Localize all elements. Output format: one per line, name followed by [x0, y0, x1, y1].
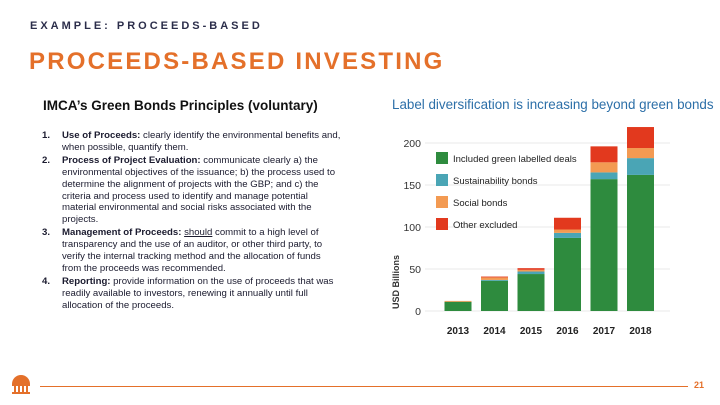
x-tick-label: 2013	[447, 326, 470, 337]
y-tick-label: 0	[415, 306, 421, 318]
principle-text: commit to a high level of transparency a…	[62, 227, 323, 274]
x-tick-label: 2014	[483, 326, 506, 337]
legend-label: Included green labelled deals	[453, 154, 577, 165]
bar-segment	[481, 277, 508, 280]
bar-segment	[444, 300, 472, 302]
bar-segment	[444, 301, 472, 311]
legend-swatch	[436, 152, 448, 164]
bar-segment	[517, 269, 545, 272]
principle-heading: Use of Proceeds:	[62, 130, 141, 141]
y-tick-label: 150	[403, 180, 421, 192]
bar-segment	[481, 280, 508, 311]
bar-segment	[590, 146, 618, 163]
principle-number: 1.	[42, 130, 51, 141]
principle-number: 3.	[42, 227, 51, 239]
legend-swatch	[436, 196, 448, 208]
bar-segment	[627, 127, 654, 149]
bar-segment	[554, 229, 581, 233]
principle-text: communicate clearly a) the environmental…	[62, 154, 336, 226]
y-axis-label: USD Billions	[391, 255, 401, 309]
bar-segment	[627, 158, 654, 175]
legend-swatch	[436, 174, 448, 186]
principle-number: 2.	[42, 154, 51, 166]
x-tick-label: 2015	[520, 326, 543, 337]
principle-text: provide information on the use of procee…	[62, 275, 334, 311]
stacked-bar-chart: 0 50 100 150 200 USD Billions 2013 2014 2015 2016…	[391, 127, 670, 337]
y-tick-label: 100	[403, 222, 421, 234]
bar-segment	[517, 271, 545, 275]
legend-label: Other excluded	[453, 220, 517, 231]
bar-segment	[517, 268, 545, 270]
page-number: 21	[694, 380, 705, 390]
principle-text: clearly identify the environmental benef…	[62, 130, 341, 153]
bar-segment	[554, 237, 581, 311]
principle-item: 1. Use of Proceeds: clearly identify the …	[42, 130, 342, 154]
principle-heading: Management of Proceeds:	[62, 227, 182, 239]
principle-number: 4.	[42, 275, 51, 287]
bar-segment	[590, 179, 618, 311]
bar-segment	[627, 174, 654, 311]
y-tick-label: 200	[403, 138, 421, 150]
x-tick-label: 2017	[593, 326, 616, 337]
bar-segment	[481, 279, 508, 281]
principle-heading: Reporting:	[62, 275, 111, 287]
legend-label: Social bonds	[453, 198, 508, 209]
legend-label: Sustainability bonds	[453, 176, 538, 187]
chart-title: Label diversification is increasing beyo…	[392, 97, 714, 112]
bar-segment	[627, 148, 654, 159]
principle-item: 2. Process of Project Evaluation: communi…	[42, 155, 342, 226]
bar-segment	[590, 172, 618, 180]
principle-heading: Process of Project Evaluation:	[62, 154, 201, 166]
university-logo	[10, 374, 32, 399]
bar-segment	[481, 276, 508, 278]
footer-divider	[40, 386, 688, 387]
principle-item: 4. Reporting: provide information on the …	[42, 276, 342, 312]
bar-segment	[517, 274, 545, 311]
x-tick-label: 2016	[556, 326, 579, 337]
principles-heading: IMCA’s Green Bonds Principles (voluntary…	[43, 98, 318, 113]
x-tick-label: 2018	[629, 326, 652, 337]
bar-segment	[554, 217, 581, 230]
principle-emphasis: should	[184, 227, 213, 239]
y-tick-label: 50	[409, 264, 421, 276]
slide-title: PROCEEDS-BASED INVESTING	[29, 48, 445, 75]
principles-list: 1. Use of Proceeds: clearly identify the …	[42, 130, 342, 313]
legend-swatch	[436, 218, 448, 230]
principle-item: 3. Management of Proceeds: should commit …	[42, 227, 342, 275]
section-kicker: EXAMPLE: PROCEEDS-BASED	[30, 20, 263, 32]
bar-segment	[590, 162, 618, 173]
bar-segment	[554, 232, 581, 238]
